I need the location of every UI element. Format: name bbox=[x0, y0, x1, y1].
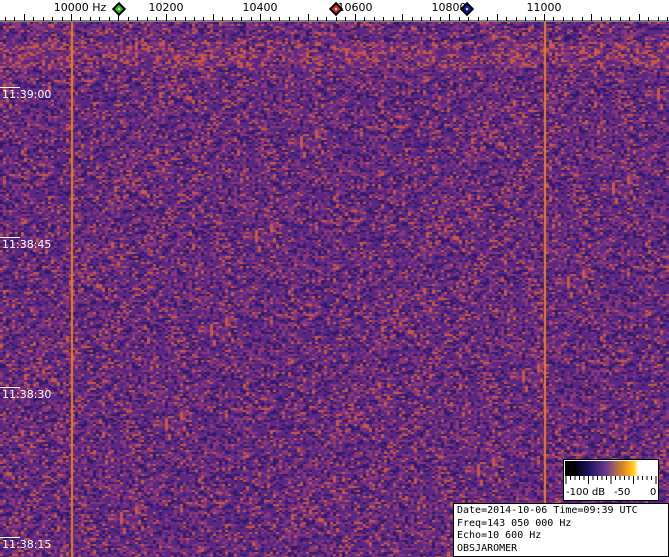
observer-line: OBSJAROMER bbox=[457, 542, 518, 554]
time-tick bbox=[0, 237, 20, 238]
colorbar-label-mid: -50 bbox=[614, 487, 631, 498]
time-label: 11:38:45 bbox=[2, 238, 52, 251]
freq-label-10000: 10000 Hz bbox=[53, 1, 107, 14]
freq-label-10400: 10400 bbox=[242, 1, 278, 14]
ruler-ticks bbox=[0, 14, 669, 22]
color-gradient bbox=[565, 461, 657, 476]
frequency-ruler[interactable]: 10000 Hz 10200 10400 10600 10800 11000 bbox=[0, 0, 669, 22]
freq-label-10200: 10200 bbox=[148, 1, 184, 14]
freq-label-11000: 11000 bbox=[526, 1, 562, 14]
info-box: Date=2014-10-06 Time=09:39 UTC Freq=143 … bbox=[453, 503, 669, 557]
date-time-line: Date=2014-10-06 Time=09:39 UTC bbox=[457, 505, 638, 516]
time-label: 11:39:00 bbox=[2, 88, 52, 101]
freq-label-10600: 10600 bbox=[337, 1, 373, 14]
frequency-line: Freq=143 050 000 Hz bbox=[457, 517, 572, 529]
freq-label-10800: 10800 bbox=[431, 1, 467, 14]
time-tick bbox=[0, 387, 20, 388]
colorbar-label-max: 0 bbox=[650, 487, 657, 498]
colorbar-label-min: -100 dB bbox=[566, 487, 606, 498]
waterfall-display[interactable] bbox=[0, 22, 669, 557]
color-scale-bar: -100 dB -50 0 bbox=[563, 459, 659, 501]
time-label: 11:38:30 bbox=[2, 388, 52, 401]
color-scale-ticks bbox=[565, 476, 657, 484]
echo-line: Echo=10 600 Hz bbox=[457, 530, 542, 541]
time-tick bbox=[0, 87, 20, 88]
time-tick bbox=[0, 537, 20, 538]
time-label: 11:38:15 bbox=[2, 538, 52, 551]
